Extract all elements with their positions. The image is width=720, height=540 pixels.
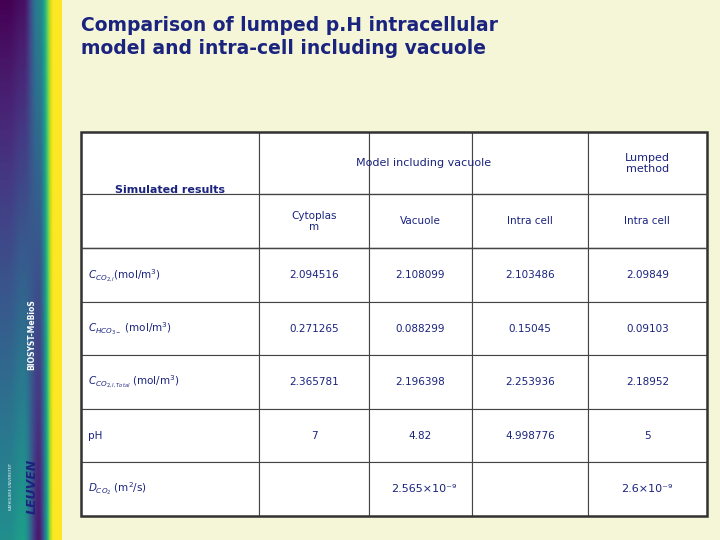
Bar [588,355,707,409]
Text: Comparison of lumped p.H intracellular
model and intra-cell including vacuole: Comparison of lumped p.H intracellular m… [81,16,498,58]
Bar [588,409,707,462]
Bar [81,355,259,409]
Bar [259,409,369,462]
Text: 2.196398: 2.196398 [395,377,446,387]
Bar [259,462,369,516]
Bar [369,302,472,355]
Text: Model including vacuole: Model including vacuole [356,158,491,168]
Text: 0.271265: 0.271265 [289,323,339,334]
Bar [472,248,588,302]
Text: 7: 7 [311,430,318,441]
Bar [259,194,369,248]
Bar [81,132,259,194]
Bar [369,355,472,409]
Bar [472,462,588,516]
Text: Vacuole: Vacuole [400,217,441,226]
Text: KATHOLIEKE UNIVERSITEIT: KATHOLIEKE UNIVERSITEIT [9,462,13,510]
Text: $C_{HCO_{3-}}$ (mol/m$^3$): $C_{HCO_{3-}}$ (mol/m$^3$) [88,320,171,337]
Text: 0.09103: 0.09103 [626,323,669,334]
Text: Lumped
method: Lumped method [625,152,670,174]
Text: 2.094516: 2.094516 [289,270,339,280]
Bar [81,302,259,355]
Text: 4.998776: 4.998776 [505,430,555,441]
Bar [369,248,472,302]
Bar [588,194,707,248]
Bar [259,302,369,355]
Text: pH: pH [88,430,102,441]
Bar [472,194,588,248]
Bar [472,355,588,409]
Text: 2.6×10⁻⁹: 2.6×10⁻⁹ [621,484,673,494]
Text: 4.82: 4.82 [409,430,432,441]
Text: 0.15045: 0.15045 [508,323,552,334]
Text: Intra cell: Intra cell [507,217,553,226]
Bar [588,462,707,516]
Bar [259,355,369,409]
Bar [81,462,259,516]
Text: BIOSYST-MeBioS: BIOSYST-MeBioS [27,299,36,370]
Text: $C_{CO_{2,l,Total}}$ (mol/m$^3$): $C_{CO_{2,l,Total}}$ (mol/m$^3$) [88,374,179,390]
Text: 2.565×10⁻⁹: 2.565×10⁻⁹ [391,484,456,494]
Bar [259,132,369,194]
Bar [369,409,472,462]
Bar [588,302,707,355]
Text: Cytoplas
m: Cytoplas m [292,211,337,232]
Bar [369,462,472,516]
Text: 2.18952: 2.18952 [626,377,669,387]
Bar [472,409,588,462]
Bar [472,302,588,355]
Text: LEUVEN: LEUVEN [25,458,38,514]
Text: 2.103486: 2.103486 [505,270,555,280]
Bar [81,248,259,302]
Text: $D_{CO_2}$ (m$^2$/s): $D_{CO_2}$ (m$^2$/s) [88,481,147,497]
Bar [259,248,369,302]
Text: Simulated results: Simulated results [115,185,225,195]
Text: 2.108099: 2.108099 [396,270,445,280]
Text: 2.365781: 2.365781 [289,377,339,387]
Bar [588,132,707,194]
Bar [81,194,259,248]
Bar [81,409,259,462]
Text: 0.088299: 0.088299 [396,323,445,334]
Text: 5: 5 [644,430,651,441]
Bar [472,132,588,194]
Text: $C_{CO_{2,l}}$(mol/m$^3$): $C_{CO_{2,l}}$(mol/m$^3$) [88,267,161,284]
Text: Intra cell: Intra cell [624,217,670,226]
Bar [588,248,707,302]
Bar [369,132,472,194]
Bar [369,194,472,248]
Text: 2.253936: 2.253936 [505,377,555,387]
Text: 2.09849: 2.09849 [626,270,669,280]
Bar [81,132,707,516]
